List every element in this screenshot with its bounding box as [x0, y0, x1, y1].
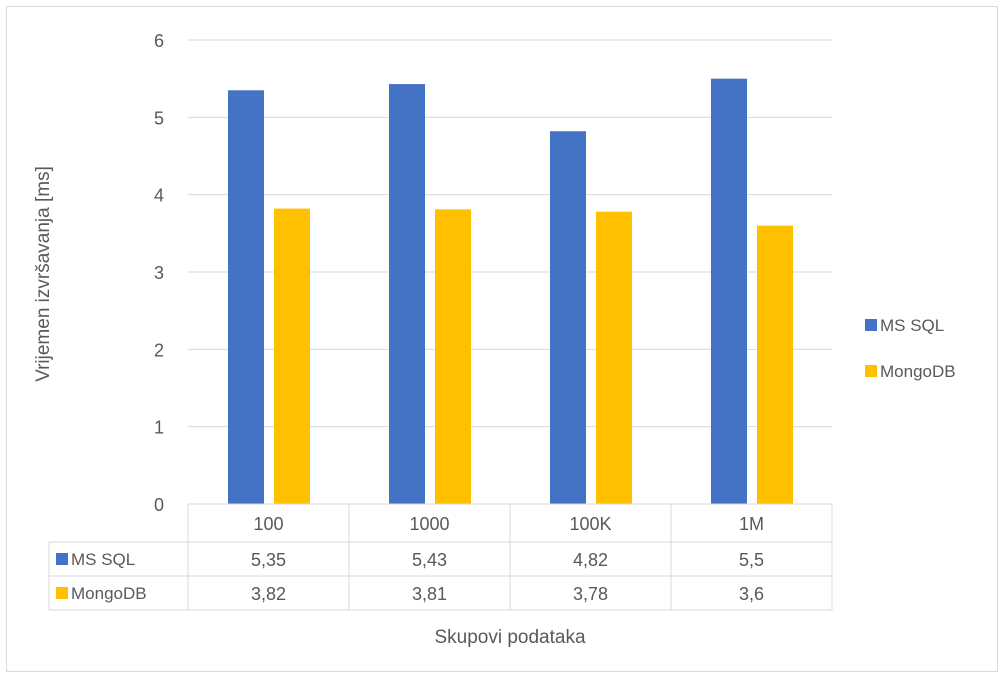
data-label: 5,43: [412, 550, 447, 570]
x-tick-label: 1000: [409, 514, 449, 534]
bar-mongodb-1m: [757, 225, 793, 504]
legend-label: MS SQL: [880, 316, 944, 335]
bar-ms-sql-100k: [550, 131, 586, 504]
bars: [228, 78, 793, 505]
legend-key: [865, 319, 877, 331]
legend-label: MongoDB: [880, 362, 956, 381]
y-tick-label: 4: [154, 186, 164, 206]
bar-chart: 0 1 2 3 4 5 6 100 1000 100K 1M MS SQL 5,35 5,43 4,82 5…: [33, 31, 956, 648]
y-axis-label: Vrijemen izvršavanja [ms]: [33, 166, 54, 382]
bar-mongodb-100k: [596, 211, 632, 504]
y-tick-label: 5: [154, 108, 164, 128]
y-tick-label: 3: [154, 263, 164, 283]
data-label: 5,5: [739, 550, 764, 570]
table-legend-key: [56, 553, 68, 565]
data-label: 5,35: [251, 550, 286, 570]
y-tick-label: 6: [154, 31, 164, 51]
x-tick-label: 100K: [569, 514, 611, 534]
y-axis: 0 1 2 3 4 5 6: [154, 31, 164, 515]
data-label: 3,81: [412, 584, 447, 604]
bar-ms-sql-1000: [389, 84, 425, 504]
legend-key: [865, 365, 877, 377]
bar-ms-sql-1m: [711, 78, 747, 505]
y-tick-label: 2: [154, 340, 164, 360]
table-legend-key: [56, 587, 68, 599]
data-label: 4,82: [573, 550, 608, 570]
legend: MS SQL MongoDB: [865, 316, 956, 381]
data-label: 3,82: [251, 584, 286, 604]
bar-ms-sql-100: [228, 90, 264, 505]
table-series-name: MS SQL: [71, 550, 135, 569]
bar-mongodb-100: [274, 208, 310, 504]
data-label: 3,6: [739, 584, 764, 604]
data-label: 3,78: [573, 584, 608, 604]
y-tick-label: 1: [154, 418, 164, 438]
x-tick-label: 1M: [739, 514, 764, 534]
data-table: 100 1000 100K 1M MS SQL 5,35 5,43 4,82 5,5 MongoD…: [48, 503, 833, 611]
bar-mongodb-1000: [435, 209, 471, 505]
chart-frame: 0 1 2 3 4 5 6 100 1000 100K 1M MS SQL 5,35 5,43 4,82 5…: [6, 6, 998, 672]
x-axis-label: Skupovi podataka: [434, 627, 585, 648]
x-tick-label: 100: [253, 514, 283, 534]
y-tick-label: 0: [154, 495, 164, 515]
table-series-name: MongoDB: [71, 584, 147, 603]
